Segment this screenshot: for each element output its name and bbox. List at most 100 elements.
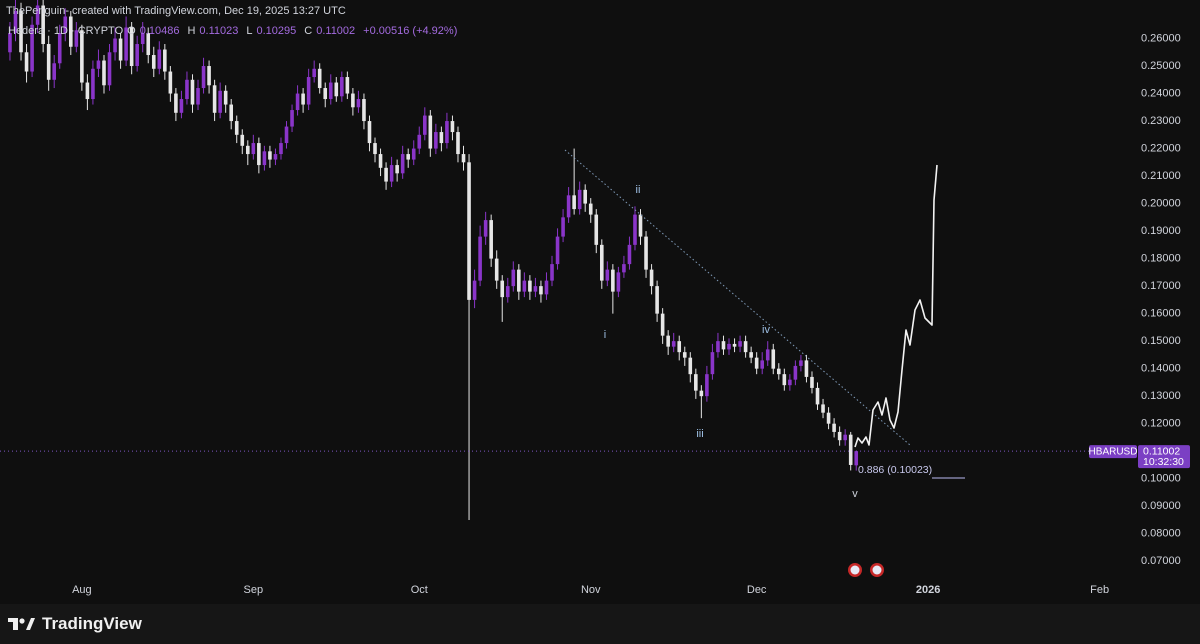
candle-body [262,151,267,166]
candle-body [749,352,753,358]
y-tick-label: 0.07000 [1141,555,1181,567]
candle-body [826,412,831,424]
y-tick-label: 0.17000 [1141,280,1181,292]
candle-body [776,368,781,375]
legend-label: O [127,25,136,37]
candle-body [140,33,145,45]
candle-body [461,154,466,163]
candle-body [234,121,239,135]
candle-body [815,387,820,405]
y-tick-label: 0.12000 [1141,418,1181,430]
candle-body [716,341,720,353]
candle-body [168,71,173,94]
candle-body [46,44,51,80]
candle-body [489,220,493,259]
candle-body [345,77,350,94]
x-tick-label: Dec [747,584,767,596]
candle-body [649,269,654,287]
y-tick-label: 0.08000 [1141,528,1181,540]
candle-body [633,214,637,245]
candle-body [511,269,516,287]
candle-body [705,374,709,397]
candle-body [295,93,300,111]
candle-body [682,352,687,358]
candle-body [655,286,659,314]
y-tick-label: 0.16000 [1141,308,1181,320]
candle-body [317,68,322,89]
x-tick-label: Aug [72,584,92,596]
candle-body [157,49,162,69]
footer: TradingView [0,604,1200,644]
candle-body [577,189,582,210]
candle-body [201,66,206,89]
symbol: Hedera · 1D · CRYPTO [8,25,124,37]
projection-path [854,164,938,448]
candle-body [594,214,599,245]
candle-body [362,99,366,122]
y-tick-label: 0.18000 [1141,253,1181,265]
candle-body [505,286,510,298]
candle-body [290,110,294,127]
plot-area [0,0,1135,520]
candle-body [389,165,394,182]
candle-body [373,143,377,155]
wave-label: ii [636,184,641,196]
candle-body [555,236,560,265]
candle-body [257,143,261,166]
candle-body [8,33,12,53]
candle-body [627,244,632,265]
candle-body [843,434,847,441]
candle-body [102,60,106,86]
candle-body [41,5,45,45]
candle-body [611,269,615,292]
candle-body [467,162,471,300]
candle-body [323,88,328,100]
candle-body [765,349,770,361]
candle-body [522,280,527,292]
candle-body [710,352,715,375]
candle-body [782,374,787,386]
candle-body [572,195,576,210]
candle-body [85,82,90,100]
candle-body [378,154,383,168]
candle-body [245,145,250,155]
candle-body [218,90,222,113]
candle-body [804,360,809,377]
candle-body [588,203,593,215]
change: +0.00516 (+4.92%) [363,25,458,37]
candle-body [528,280,532,292]
candle-body [793,365,798,380]
candle-body [306,77,311,105]
candle-body [638,214,643,237]
candle-body [561,217,565,237]
candle-body [406,154,411,160]
y-tick-label: 0.14000 [1141,363,1181,375]
candle-body [434,132,438,149]
candle-body [605,269,610,281]
brand: TradingView [42,614,142,633]
candle-body [837,431,842,441]
candle-body [240,134,245,146]
x-tick-label: 2026 [916,584,940,596]
candle-body [35,5,40,25]
candle-body [63,16,68,34]
candle-body [13,11,18,34]
candle-body [185,79,189,100]
candle-body [445,121,449,144]
y-tick-label: 0.13000 [1141,390,1181,402]
candle-body [583,189,587,204]
candle-body [848,434,853,465]
y-tick-label: 0.20000 [1141,197,1181,209]
candle-body [251,143,256,155]
candle-body [810,376,814,388]
y-tick-label: 0.15000 [1141,335,1181,347]
candle-body [328,82,333,100]
candle-body [544,280,549,295]
candle-body [279,143,283,155]
candle-body [190,79,195,105]
candle-body [207,66,211,86]
x-tick-label: Sep [244,584,264,596]
candle-body [422,115,427,135]
